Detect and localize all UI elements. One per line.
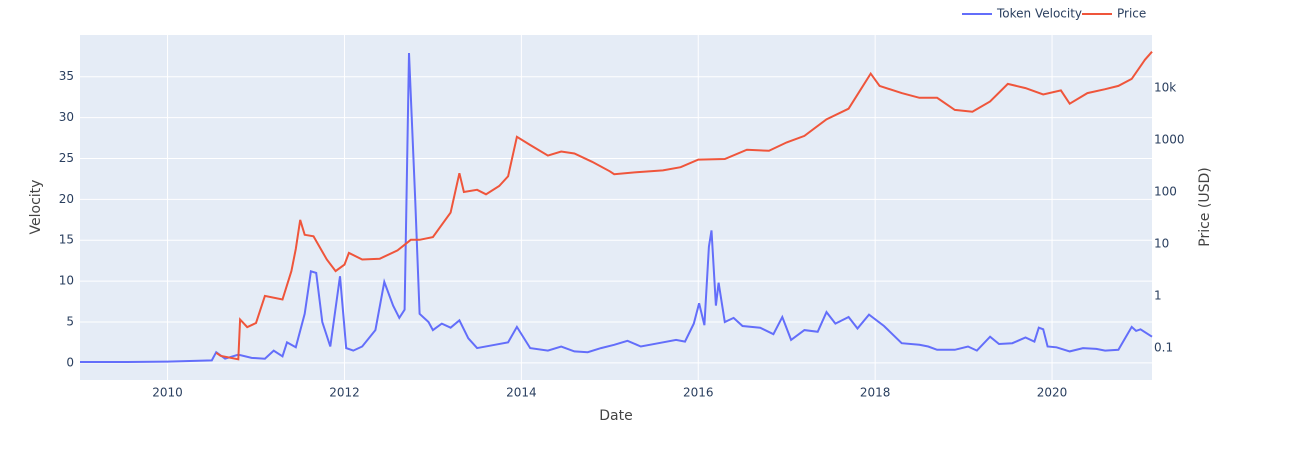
legend: Token Velocity Price [962,7,1146,21]
y-tick-label: 35 [59,69,74,83]
y-axis-title: Velocity [28,180,44,235]
y-tick-label: 10 [59,274,74,288]
y-tick-label: 25 [59,151,74,165]
y2-tick-label: 0.1 [1154,340,1173,354]
x-tick-label: 2018 [860,386,891,400]
y2-tick-label: 10k [1154,81,1176,95]
line-series [80,52,1153,363]
legend-label: Token Velocity [996,7,1082,21]
x-tick-label: 2016 [683,386,714,400]
y-tick-label: 20 [59,192,74,206]
y-tick-label: 15 [59,233,74,247]
x-tick-label: 2014 [506,386,537,400]
x-tick-label: 2020 [1037,386,1068,400]
y2-tick-label: 100 [1154,184,1177,198]
y2-tick-label: 1 [1154,288,1162,302]
y-tick-label: 5 [66,314,74,328]
labels: 2010 2012 2014 2016 2018 2020 0 5 10 15 20 25 30 35 0.… [59,69,1185,399]
line-series [215,51,1153,361]
y2-axis-title: Price (USD) [1197,167,1213,246]
plot-background [80,35,1152,380]
x-axis-title: Date [599,408,632,424]
y2-tick-label: 1000 [1154,133,1185,147]
x-tick-label: 2012 [329,386,360,400]
x-tick-label: 2010 [152,386,183,400]
y2-tick-label: 10 [1154,236,1169,250]
legend-label: Price [1117,7,1146,21]
y-tick-label: 0 [66,355,74,369]
y-tick-label: 30 [59,110,74,124]
traces [80,51,1153,363]
